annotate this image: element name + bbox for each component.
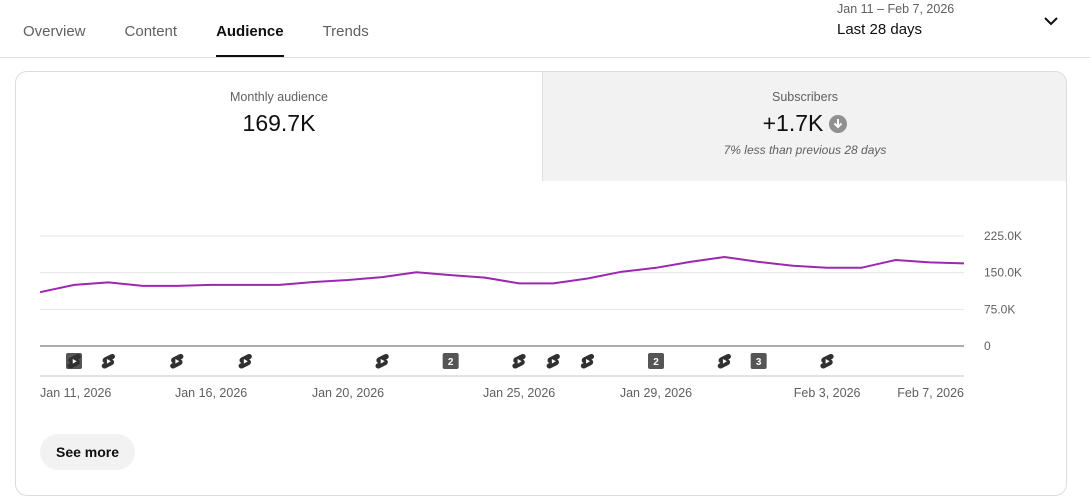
- x-tick-label: Jan 20, 2026: [312, 386, 384, 400]
- monthly-audience-label: Monthly audience: [230, 90, 328, 104]
- y-tick-label: 150.0K: [984, 266, 1022, 280]
- y-tick-label: 75.0K: [984, 302, 1015, 316]
- upload-count-label: 3: [756, 357, 762, 368]
- shorts-icon: [101, 353, 115, 369]
- y-tick-label: 225.0K: [984, 229, 1022, 243]
- tab-overview[interactable]: Overview: [23, 23, 86, 40]
- audience-series-line: [39, 256, 965, 294]
- upload-count-marker: [750, 353, 767, 369]
- shorts-icon: [580, 353, 595, 369]
- y-tick-label: 0: [984, 339, 991, 353]
- subscribers-value: +1.7K: [762, 110, 824, 136]
- shorts-icon: [375, 353, 389, 369]
- shorts-icon: [512, 353, 526, 369]
- x-tick-label: Jan 29, 2026: [620, 386, 692, 400]
- date-range-dates: Jan 11 – Feb 7, 2026: [837, 2, 955, 16]
- see-more-button[interactable]: See more: [40, 434, 136, 470]
- upload-count-label: 2: [653, 357, 659, 368]
- x-tick-label: Feb 3, 2026: [794, 386, 861, 400]
- monthly-audience-tile[interactable]: Monthly audience 169.7K: [16, 72, 542, 181]
- tab-trends[interactable]: Trends: [322, 23, 369, 40]
- tab-audience[interactable]: Audience: [216, 0, 284, 57]
- date-range-label: Last 28 days: [837, 21, 923, 38]
- upload-count-marker: [648, 353, 664, 369]
- chevron-down-icon[interactable]: [1041, 14, 1061, 30]
- date-range-selector[interactable]: Jan 11 – Feb 7, 2026 Last 28 days: [837, 2, 954, 38]
- subscribers-comparison-note: 7% less than previous 28 days: [723, 143, 887, 157]
- subscribers-label: Subscribers: [772, 90, 838, 104]
- shorts-icon: [238, 353, 252, 369]
- monthly-audience-value: 169.7K: [242, 110, 316, 136]
- top-bar: Overview Content Audience Trends Jan 11 …: [0, 0, 1090, 58]
- upload-count-label: 2: [448, 357, 454, 368]
- subscribers-tile[interactable]: Subscribers +1.7K 7% less than previous …: [542, 72, 1066, 181]
- tab-content[interactable]: Content: [124, 23, 178, 40]
- shorts-icon: [820, 353, 834, 369]
- x-tick-label: Feb 7, 2026: [897, 386, 964, 400]
- shorts-icon: [170, 353, 184, 369]
- shorts-icon: [67, 353, 81, 369]
- x-tick-label: Jan 25, 2026: [483, 386, 555, 400]
- arrow-down-circle-icon: [829, 114, 848, 133]
- tab-bar: Overview Content Audience Trends: [23, 0, 408, 57]
- x-tick-label: Jan 16, 2026: [175, 386, 247, 400]
- upload-count-marker: [442, 353, 459, 369]
- x-tick-label: Jan 11, 2026: [40, 386, 111, 400]
- shorts-icon: [717, 353, 731, 369]
- shorts-icon: [546, 353, 560, 369]
